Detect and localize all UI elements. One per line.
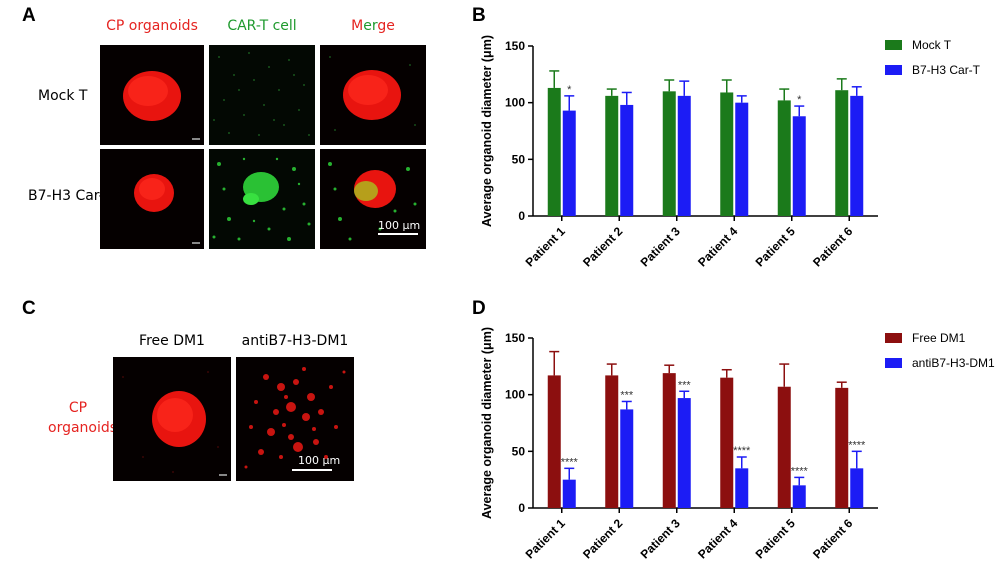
chart-b-bar <box>620 104 634 216</box>
scalebar-a <box>378 233 418 235</box>
header-cp-organoids: CP organoids <box>106 18 198 34</box>
chart-b-bar <box>835 90 849 216</box>
scalebar-c <box>292 469 332 471</box>
header-car-t-cell: CAR-T cell <box>227 18 297 34</box>
row-label-line-1: CP <box>68 400 88 416</box>
chart-d-x-tick-label: Patient 4 <box>695 516 740 561</box>
legend-d: Free DM1 antiB7-H3-DM1 <box>885 331 995 370</box>
chart-b-y-tick-label: 0 <box>518 209 525 223</box>
legend-d-label-1: Free DM1 <box>912 331 966 345</box>
micrograph-cart-cells <box>209 149 315 249</box>
chart-d-bar <box>562 479 576 508</box>
chart-d-significance-label: **** <box>733 445 751 457</box>
chart-b-significance-label: * <box>567 84 572 96</box>
chart-d-significance-label: *** <box>678 379 692 391</box>
chart-d-significance-label: **** <box>848 439 866 451</box>
chart-d-bar <box>792 485 806 508</box>
chart-b-significance-label: * <box>797 94 802 106</box>
row-label-cp-organoids: CP organoids <box>48 398 118 438</box>
chart-b-bar <box>562 110 576 216</box>
header-free-dm1: Free DM1 <box>139 333 205 349</box>
chart-b-x-tick-label: Patient 3 <box>638 224 683 269</box>
chart-b-x-tick-label: Patient 2 <box>580 224 625 269</box>
chart-d-bar <box>677 398 691 508</box>
panel-a-letter: A <box>22 5 36 26</box>
chart-b-bar <box>850 95 864 216</box>
chart-b-y-axis-label: Average organoid diameter (μm) <box>480 35 494 227</box>
chart-d-bar <box>777 386 791 508</box>
chart-d-significance-label: **** <box>791 465 809 477</box>
chart-b-y-tick-label: 50 <box>512 152 526 166</box>
header-merge: Merge <box>320 18 426 34</box>
legend-b-label-1: Mock T <box>912 38 952 52</box>
scalebar-a-label: 100 μm <box>378 219 421 232</box>
chart-b-x-tick-label: Patient 1 <box>523 224 568 269</box>
micrograph-free-dm1 <box>113 357 231 481</box>
legend-d-label-2: antiB7-H3-DM1 <box>912 356 995 370</box>
chart-d-y-tick-label: 0 <box>518 501 525 515</box>
header-antib7h3-dm1: antiB7-H3-DM1 <box>241 333 349 349</box>
micrograph-mock-merge <box>320 45 426 145</box>
micrograph-mock-cart <box>209 45 315 145</box>
chart-b-y-tick-label: 150 <box>505 39 525 53</box>
merge-part-2: er <box>363 18 378 34</box>
legend-b-swatch-1 <box>885 40 902 50</box>
chart-d-bar <box>735 468 749 508</box>
chart-d-bar <box>605 375 619 508</box>
chart-b-x-tick-label: Patient 4 <box>695 224 740 269</box>
chart-d-bar <box>850 468 864 508</box>
legend-b-item-1: Mock T <box>885 38 980 52</box>
panel-b-letter: B <box>472 5 486 26</box>
chart-d-y-tick-label: 150 <box>505 331 525 345</box>
chart-d-significance-label: *** <box>620 389 634 401</box>
panel-d-letter: D <box>472 298 486 319</box>
legend-b-swatch-2 <box>885 65 902 75</box>
chart-d-y-tick-label: 100 <box>505 388 525 402</box>
chart-b-bar <box>677 95 691 216</box>
legend-d-item-1: Free DM1 <box>885 331 995 345</box>
micrograph-cart-merge <box>320 149 426 249</box>
legend-b-item-2: B7-H3 Car-T <box>885 63 980 77</box>
chart-d-bar <box>620 409 634 508</box>
chart-b-x-tick-label: Patient 5 <box>753 224 798 269</box>
chart-b-bar <box>547 87 561 216</box>
legend-d-swatch-2 <box>885 358 902 368</box>
merge-part-1: M <box>351 18 364 34</box>
chart-b-bar <box>605 95 619 216</box>
chart-b-bar <box>777 100 791 216</box>
micrograph-antib7h3-dm1 <box>236 357 354 481</box>
scalebar-c-label: 100 μm <box>298 454 341 467</box>
chart-d-x-tick-label: Patient 2 <box>580 516 625 561</box>
chart-d-y-axis-label: Average organoid diameter (μm) <box>480 327 494 519</box>
chart-d-bar <box>835 387 849 508</box>
chart-d-x-tick-label: Patient 5 <box>753 516 798 561</box>
chart-d-significance-label: **** <box>561 456 579 468</box>
chart-d-bar <box>662 373 676 508</box>
chart-d-x-tick-label: Patient 6 <box>810 516 855 561</box>
micrograph-cart-organoid <box>100 149 204 249</box>
chart-d-x-tick-label: Patient 3 <box>638 516 683 561</box>
merge-part-3: ge <box>377 18 395 34</box>
chart-b-x-tick-label: Patient 6 <box>810 224 855 269</box>
row-label-mock-t: Mock T <box>38 88 88 104</box>
micrograph-mock-organoid <box>100 45 204 145</box>
chart-d-x-tick-label: Patient 1 <box>523 516 568 561</box>
chart-b-bar <box>662 91 676 216</box>
legend-d-swatch-1 <box>885 333 902 343</box>
chart-d-bar <box>547 375 561 508</box>
chart-b: 0 50 100 150 Average organoid diameter (μm) *… <box>480 35 878 269</box>
chart-b-bar <box>735 102 749 216</box>
row-label-line-2: organoids <box>48 420 118 436</box>
panel-c-letter: C <box>22 298 36 319</box>
legend-b-label-2: B7-H3 Car-T <box>912 63 981 77</box>
chart-d: 0 50 100 150 Average organoid diameter (μm) *… <box>480 327 878 561</box>
chart-b-y-tick-label: 100 <box>505 96 525 110</box>
row-label-b7h3-car-t: B7-H3 Car-T <box>28 188 111 204</box>
chart-b-bar <box>720 92 734 216</box>
chart-d-y-tick-label: 50 <box>512 444 526 458</box>
chart-b-bar <box>792 116 806 216</box>
legend-b: Mock T B7-H3 Car-T <box>885 38 980 77</box>
legend-d-item-2: antiB7-H3-DM1 <box>885 356 995 370</box>
chart-d-bar <box>720 377 734 508</box>
